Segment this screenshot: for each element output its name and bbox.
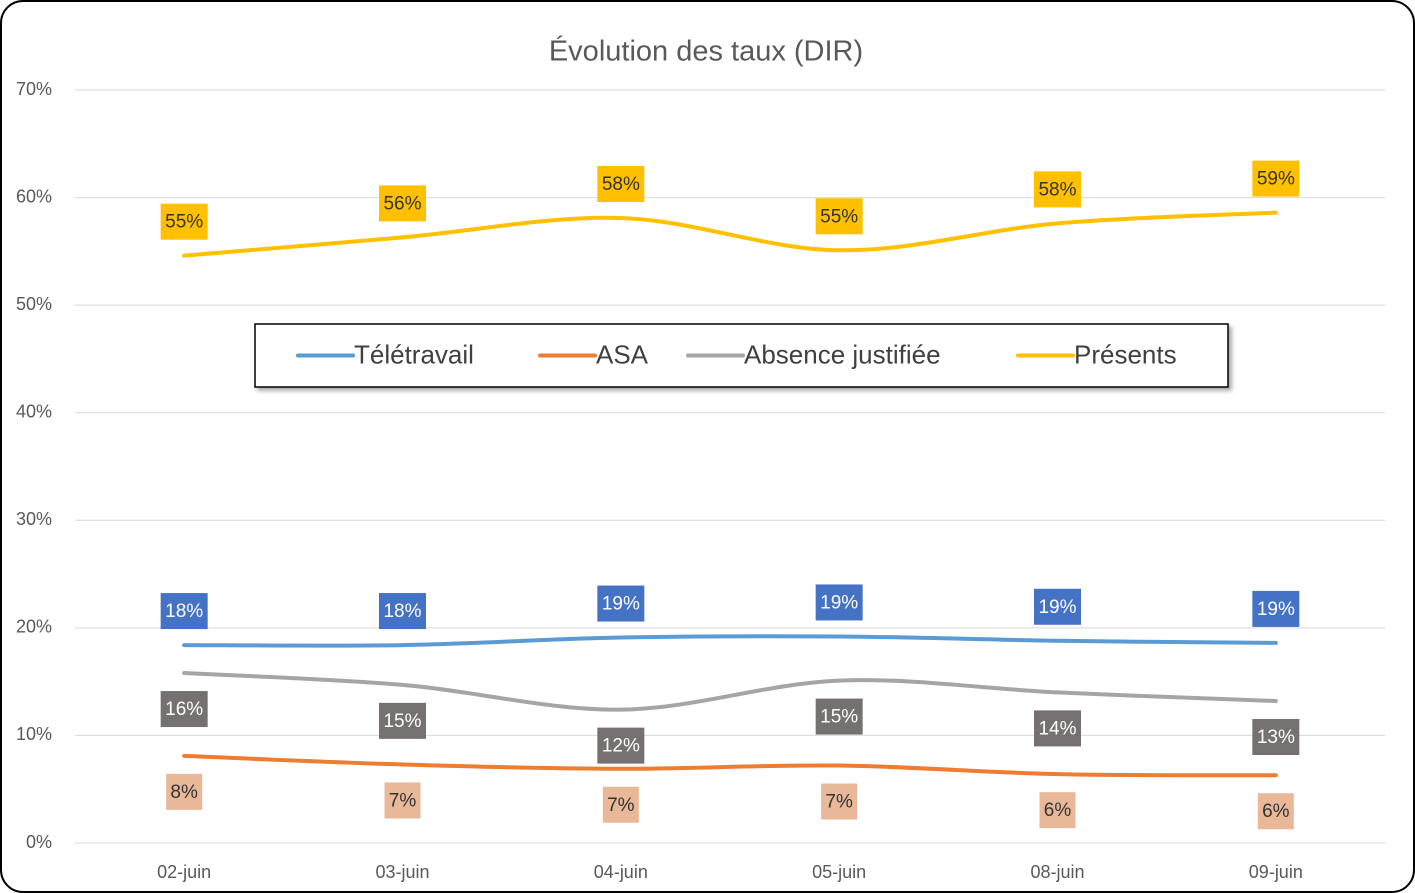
data-label-box: [1252, 719, 1300, 756]
data-label-box: [1034, 710, 1081, 747]
data-label-box: [815, 584, 863, 621]
data-label-box: [160, 203, 208, 240]
y-tick-label: 60%: [16, 186, 52, 206]
x-tick-label: 08-juin: [1030, 862, 1084, 882]
data-label-box: [1039, 792, 1076, 829]
chart-title: Évolution des taux (DIR): [549, 35, 863, 68]
data-label-box: [1034, 171, 1081, 208]
data-label: 12%: [602, 736, 640, 757]
x-tick-label: 02-juin: [157, 862, 211, 882]
legend-label: Télétravail: [354, 339, 474, 369]
data-label: 19%: [1038, 597, 1076, 618]
data-label: 8%: [170, 782, 198, 803]
data-label: 58%: [1038, 179, 1076, 200]
legend-label: ASA: [596, 339, 649, 369]
data-label-box: [379, 593, 426, 630]
data-label-box: [815, 198, 863, 235]
data-label-box: [379, 185, 426, 222]
y-tick-label: 30%: [16, 509, 52, 529]
data-label: 14%: [1038, 718, 1076, 739]
data-label-box: [597, 166, 645, 203]
y-tick-label: 0%: [26, 832, 52, 852]
data-label: 19%: [602, 594, 640, 615]
data-label: 19%: [820, 592, 858, 613]
data-label: 15%: [820, 707, 858, 728]
data-label: 6%: [1262, 801, 1290, 822]
series-line: [182, 210, 1278, 258]
y-tick-label: 50%: [16, 294, 52, 314]
data-label-box: [1257, 793, 1294, 830]
data-label: 55%: [820, 206, 858, 227]
data-label: 18%: [383, 601, 421, 622]
y-tick-label: 20%: [16, 617, 52, 637]
data-label-box: [384, 782, 421, 819]
y-tick-label: 10%: [16, 724, 52, 744]
data-label: 56%: [383, 193, 421, 214]
data-label: 15%: [383, 711, 421, 732]
data-label-box: [160, 593, 208, 630]
data-label-box: [166, 773, 203, 810]
data-label-box: [1034, 588, 1081, 625]
series-line: [182, 753, 1278, 778]
data-label: 55%: [165, 212, 203, 233]
data-label: 59%: [1257, 169, 1295, 190]
x-tick-label: 09-juin: [1249, 862, 1303, 882]
data-label: 18%: [165, 601, 203, 622]
legend: Télétravail ASA Absence justifiée Présents: [254, 323, 1229, 388]
x-tick-label: 03-juin: [375, 862, 429, 882]
x-tick-label: 04-juin: [594, 862, 648, 882]
data-label: 7%: [607, 795, 635, 816]
y-tick-label: 40%: [16, 401, 52, 421]
legend-label: Absence justifiée: [744, 339, 941, 369]
data-label-box: [379, 702, 426, 739]
data-label-box: [1252, 590, 1300, 627]
x-tick-label: 05-juin: [812, 862, 866, 882]
data-label: 19%: [1257, 599, 1295, 620]
data-label-box: [821, 783, 858, 820]
data-label-box: [1252, 160, 1300, 197]
legend-label: Présents: [1074, 339, 1177, 369]
series-line: [182, 634, 1278, 648]
data-label: 6%: [1044, 800, 1072, 821]
data-label: 13%: [1257, 727, 1295, 748]
data-label: 16%: [165, 699, 203, 720]
data-label: 58%: [602, 174, 640, 195]
data-label-box: [160, 691, 208, 728]
data-label-box: [815, 698, 863, 735]
series-line: [182, 671, 1278, 712]
data-label-box: [602, 786, 639, 823]
data-label: 7%: [389, 790, 417, 811]
data-label-box: [597, 727, 645, 764]
data-label-box: [597, 585, 645, 622]
y-tick-label: 70%: [16, 79, 52, 99]
data-label: 7%: [825, 792, 853, 813]
